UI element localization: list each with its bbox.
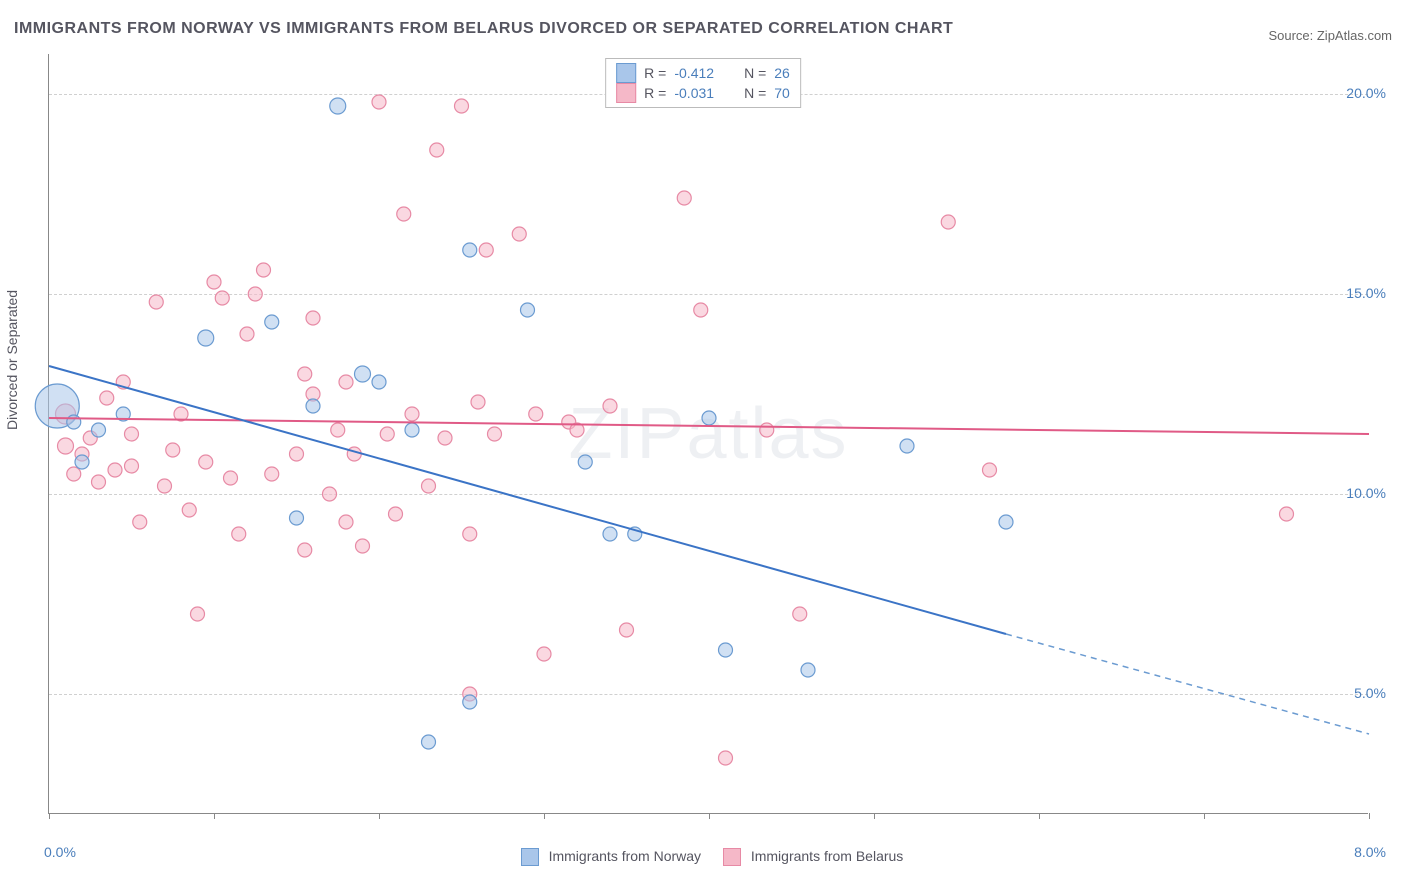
r-label: R = — [644, 85, 666, 101]
y-tick-label: 10.0% — [1346, 485, 1386, 501]
swatch-belarus — [616, 83, 636, 103]
scatter-svg — [49, 54, 1368, 813]
swatch-norway-bottom — [521, 848, 539, 866]
legend-top: R = -0.412 N = 26 R = -0.031 N = 70 — [605, 58, 801, 108]
y-axis-label: Divorced or Separated — [4, 290, 20, 430]
x-tick-label-left: 0.0% — [44, 844, 76, 860]
y-tick-label: 20.0% — [1346, 85, 1386, 101]
n-value-belarus: 70 — [774, 85, 790, 101]
legend-belarus-label: Immigrants from Belarus — [751, 848, 903, 864]
x-tick-label-right: 8.0% — [1354, 844, 1386, 860]
n-label: N = — [744, 85, 766, 101]
n-value-norway: 26 — [774, 65, 790, 81]
legend-row-norway: R = -0.412 N = 26 — [616, 63, 790, 83]
y-tick-label: 5.0% — [1354, 685, 1386, 701]
n-label: N = — [744, 65, 766, 81]
legend-row-belarus: R = -0.031 N = 70 — [616, 83, 790, 103]
legend-bottom: Immigrants from Norway Immigrants from B… — [0, 848, 1406, 866]
chart-title: IMMIGRANTS FROM NORWAY VS IMMIGRANTS FRO… — [14, 20, 953, 38]
source-label: Source: ZipAtlas.com — [1268, 28, 1392, 43]
y-tick-label: 15.0% — [1346, 285, 1386, 301]
plot-area: ZIPatlas — [48, 54, 1368, 814]
r-value-belarus: -0.031 — [674, 85, 714, 101]
r-value-norway: -0.412 — [674, 65, 714, 81]
swatch-norway — [616, 63, 636, 83]
legend-norway-label: Immigrants from Norway — [549, 848, 701, 864]
swatch-belarus-bottom — [723, 848, 741, 866]
r-label: R = — [644, 65, 666, 81]
